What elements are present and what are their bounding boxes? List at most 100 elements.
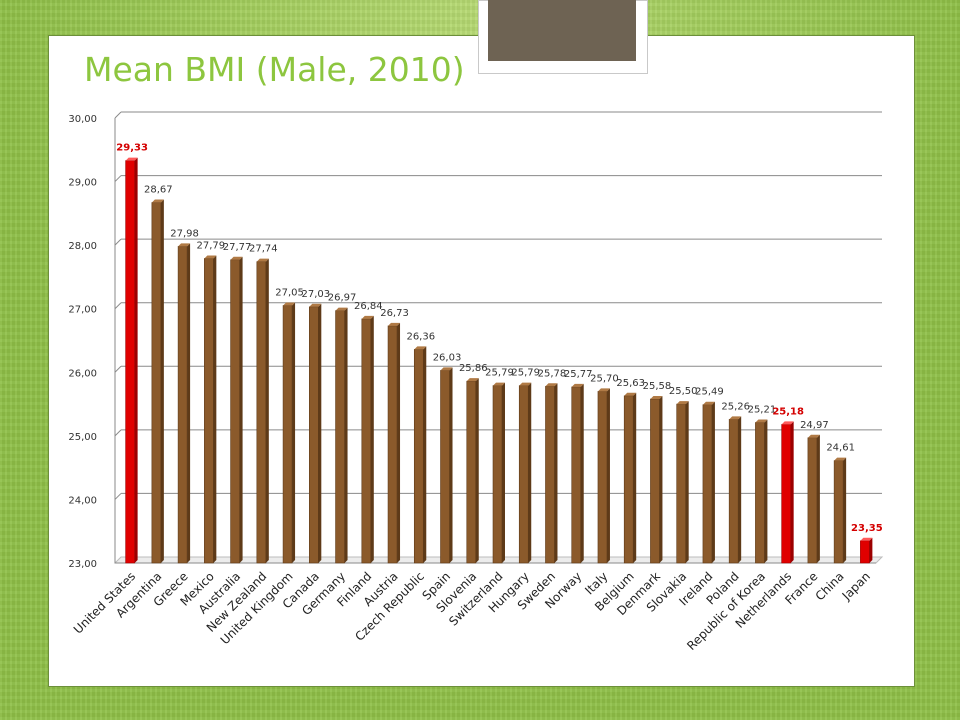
data-label: 27,03 (301, 289, 330, 300)
bar (466, 380, 477, 564)
bar (177, 246, 188, 564)
bar-side (134, 157, 138, 564)
bar-top (834, 457, 847, 461)
bar-top (597, 388, 610, 392)
data-label: 27,79 (197, 240, 226, 251)
bar-top (388, 322, 401, 326)
data-label: 27,77 (223, 242, 252, 253)
bar (125, 160, 135, 564)
bar-top (545, 383, 558, 387)
bar-side (711, 401, 715, 563)
data-label: 25,79 (511, 368, 540, 379)
chart-title: Mean BMI (Male, 2010) (84, 50, 465, 89)
gridline-diagonal (114, 493, 122, 500)
bar (597, 391, 608, 564)
bar-side (265, 258, 269, 563)
data-label: 25,58 (643, 381, 672, 392)
bar (833, 460, 844, 564)
bar (676, 403, 686, 564)
bar (335, 310, 345, 564)
bar (702, 404, 713, 564)
y-tick-label: 28,00 (68, 241, 97, 252)
bar-side (318, 303, 322, 563)
bar-top (676, 401, 689, 405)
bar-side (869, 537, 873, 563)
y-tick-label: 26,00 (68, 368, 97, 379)
bar-side (370, 315, 374, 563)
bar (755, 422, 765, 564)
bar-top (807, 434, 820, 438)
bar-side (423, 346, 427, 563)
y-tick-label: 25,00 (68, 432, 97, 443)
gridline-diagonal (114, 302, 122, 310)
bar-top (755, 419, 768, 423)
bar-top (309, 303, 322, 307)
bar-side (659, 395, 663, 563)
bar-top (702, 401, 715, 405)
data-label: 25,21 (748, 405, 777, 416)
data-label: 25,70 (590, 373, 619, 384)
data-label: 25,18 (772, 406, 804, 417)
bar-side (397, 322, 401, 563)
bar-side (685, 401, 689, 563)
bar-side (449, 367, 453, 563)
bar (151, 202, 162, 564)
bar-top (493, 382, 505, 386)
data-label: 25,50 (669, 386, 698, 397)
bar (256, 261, 267, 564)
bar (781, 424, 791, 564)
x-tick-label: Japan (839, 569, 873, 603)
bar (282, 305, 293, 564)
bar-top (440, 367, 453, 371)
bar (571, 386, 582, 564)
bar-top (230, 256, 243, 260)
bar (650, 398, 660, 564)
bar (309, 306, 319, 564)
data-label: 24,61 (826, 443, 855, 454)
bar-side (344, 307, 348, 563)
bar-side (554, 383, 558, 563)
data-label: 26,97 (328, 293, 357, 304)
bar-side (738, 416, 742, 563)
data-label: 27,98 (170, 228, 199, 239)
bar-side (187, 243, 191, 563)
bar-top (729, 416, 742, 420)
bar (492, 385, 503, 564)
bar (518, 385, 529, 564)
data-label: 25,26 (721, 401, 750, 412)
data-label: 24,97 (800, 420, 829, 431)
bar-top (256, 258, 269, 262)
bar-side (580, 383, 584, 563)
bar-top (283, 302, 296, 306)
bar-side (764, 419, 768, 563)
bar-side (633, 392, 637, 563)
bar-side (292, 302, 296, 563)
bar-top (204, 255, 217, 259)
bar-top (519, 382, 532, 386)
bar (440, 370, 450, 564)
data-label: 27,74 (249, 244, 278, 255)
data-label: 26,84 (354, 301, 383, 312)
bar (623, 395, 634, 564)
data-label: 25,78 (538, 368, 567, 379)
bar (545, 385, 555, 564)
bar-top (414, 346, 427, 350)
data-label: 25,77 (564, 369, 593, 380)
bar-side (606, 388, 610, 563)
bar-top (151, 199, 164, 203)
data-label: 27,05 (275, 288, 304, 299)
data-label: 25,49 (695, 387, 724, 398)
bar (413, 349, 424, 564)
bar (728, 419, 739, 564)
bar-side (213, 255, 217, 563)
decorative-block (488, 0, 636, 61)
bar-top (335, 307, 348, 311)
y-tick-label: 24,00 (68, 495, 97, 506)
bar-top (650, 395, 663, 399)
bar-top (624, 392, 637, 396)
bar-side (528, 382, 532, 563)
y-tick-label: 29,00 (68, 178, 97, 189)
data-label: 25,86 (459, 363, 488, 374)
data-label: 26,73 (380, 308, 409, 319)
